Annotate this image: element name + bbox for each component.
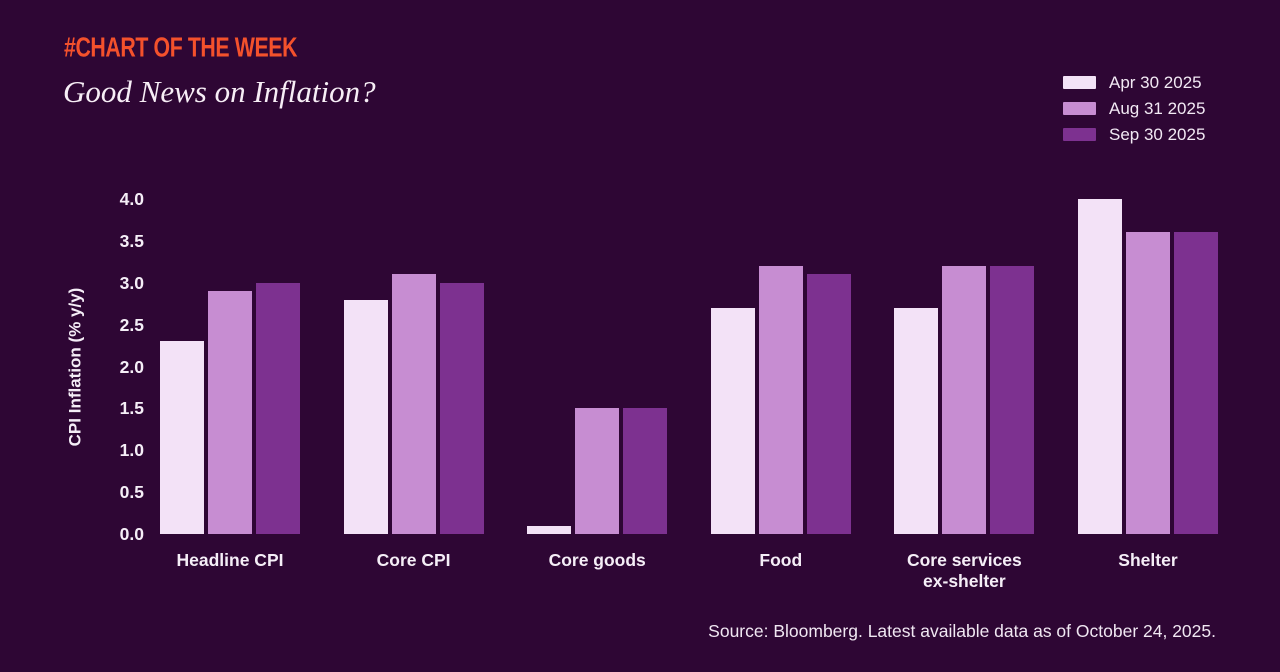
legend-item: Sep 30 2025 xyxy=(1063,126,1205,143)
bar-group xyxy=(710,199,851,534)
legend: Apr 30 2025 Aug 31 2025 Sep 30 2025 xyxy=(1063,74,1205,152)
bar xyxy=(894,308,939,534)
y-tick-label: 4.0 xyxy=(119,189,144,209)
category-label: Core goods xyxy=(548,550,646,570)
chart-title: Good News on Inflation? xyxy=(63,74,376,109)
bar xyxy=(1125,232,1170,534)
category-label: Shelter xyxy=(1118,550,1178,570)
bar xyxy=(343,300,388,534)
legend-item: Aug 31 2025 xyxy=(1063,100,1205,117)
category-label: Core services ex-shelter xyxy=(906,550,1022,591)
legend-swatch-icon xyxy=(1063,128,1096,141)
y-tick-label: 1.5 xyxy=(119,398,144,419)
bar-group xyxy=(1077,199,1218,534)
category-label: Core CPI xyxy=(376,550,451,570)
bar xyxy=(575,408,620,534)
y-tick-label: 0.0 xyxy=(119,524,144,544)
bar xyxy=(1173,232,1218,534)
bar xyxy=(623,408,668,534)
bar xyxy=(527,526,572,534)
bar xyxy=(391,274,436,534)
bar-group xyxy=(527,199,668,534)
bar xyxy=(806,274,851,534)
y-axis-title: CPI Inflation (% y/y) xyxy=(65,287,84,446)
bar xyxy=(256,283,300,534)
legend-label: Sep 30 2025 xyxy=(1109,125,1206,144)
y-tick-label: 0.5 xyxy=(119,482,144,503)
legend-label: Aug 31 2025 xyxy=(1109,99,1206,118)
bar-group xyxy=(343,199,484,534)
plot-area xyxy=(160,199,1218,534)
y-axis-tick-labels: 0.0 0.5 1.0 1.5 2.0 2.5 3.0 3.5 4.0 xyxy=(96,190,144,543)
legend-item: Apr 30 2025 xyxy=(1063,74,1205,91)
bar xyxy=(160,341,204,534)
bar xyxy=(710,308,755,534)
bar-group xyxy=(160,199,300,534)
y-tick-label: 3.0 xyxy=(119,272,144,293)
bar xyxy=(942,266,987,534)
bar xyxy=(758,266,803,534)
y-tick-label: 2.5 xyxy=(119,314,144,335)
bar xyxy=(1077,199,1122,534)
bar xyxy=(208,291,252,534)
bar xyxy=(990,266,1035,534)
category-label: Headline CPI xyxy=(176,550,284,570)
legend-label: Apr 30 2025 xyxy=(1109,73,1202,92)
legend-swatch-icon xyxy=(1063,102,1096,115)
bar xyxy=(439,283,484,534)
legend-swatch-icon xyxy=(1063,76,1096,89)
category-label: Food xyxy=(759,550,803,570)
x-axis-category-labels: Headline CPI Core CPI Core goods Food Core s… xyxy=(160,550,1218,592)
y-tick-label: 1.0 xyxy=(119,440,144,461)
bar-group xyxy=(894,199,1035,534)
kicker-label: #CHART OF THE WEEK xyxy=(64,30,298,64)
y-tick-label: 3.5 xyxy=(119,230,144,251)
source-note: Source: Bloomberg. Latest available data… xyxy=(708,621,1216,641)
y-tick-label: 2.0 xyxy=(119,356,144,377)
